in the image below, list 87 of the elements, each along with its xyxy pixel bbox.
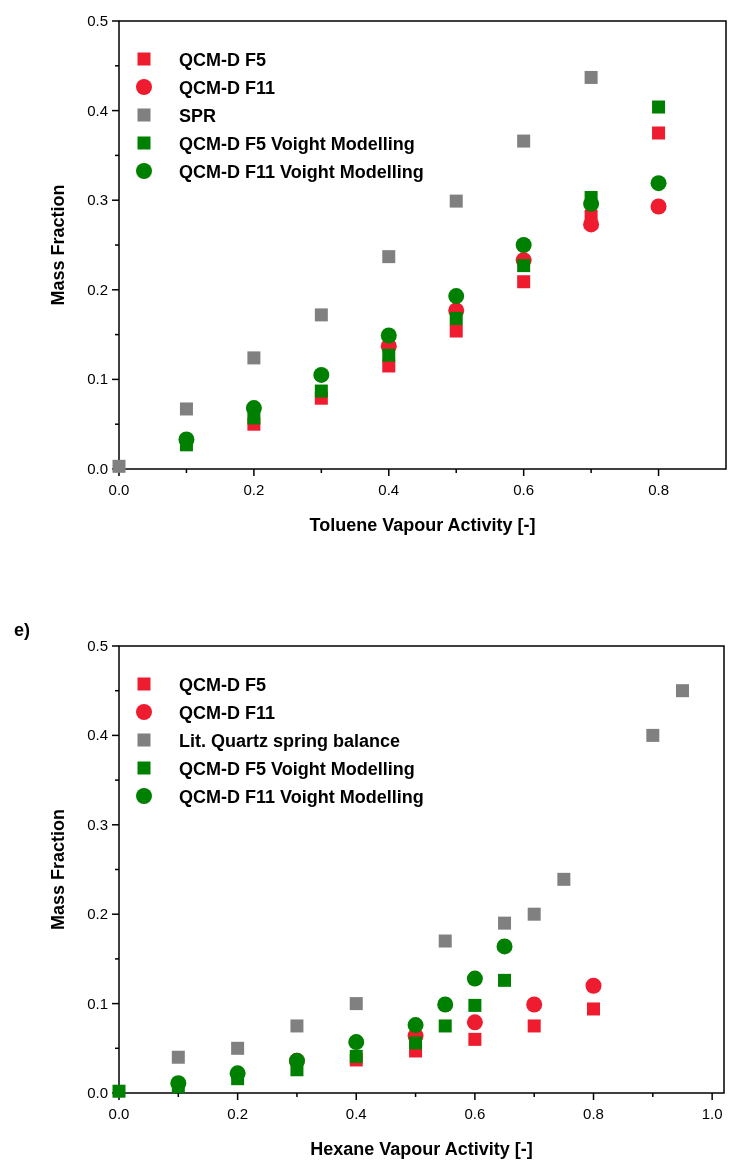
point — [449, 311, 463, 325]
point — [526, 996, 543, 1013]
y-tick-label: 0.4 — [87, 101, 108, 119]
x-tick-label: 0.0 — [108, 1105, 130, 1122]
point — [437, 996, 454, 1013]
point — [409, 1036, 423, 1050]
point — [652, 100, 666, 114]
legend-label: QCM-D F11 Voight Modelling — [179, 162, 424, 182]
y-tick-label: 0.3 — [87, 815, 108, 833]
y-axis-title: Mass Fraction — [48, 808, 68, 931]
y-tick-label: 0.2 — [87, 280, 108, 298]
point — [466, 970, 483, 987]
point — [247, 351, 261, 365]
x-axis-title: Hexane Vapour Activity [-] — [310, 1139, 533, 1159]
point — [231, 1041, 245, 1055]
point — [466, 1014, 483, 1031]
point — [496, 938, 513, 955]
point — [652, 126, 666, 140]
point — [527, 1019, 541, 1033]
y-tick-label: 0.4 — [87, 726, 108, 744]
point — [650, 198, 667, 215]
point — [313, 366, 330, 383]
point — [468, 998, 482, 1012]
point — [498, 973, 512, 987]
y-axis-title: Mass Fraction — [48, 184, 68, 306]
point — [498, 916, 512, 930]
point — [112, 459, 126, 473]
y-tick-label: 0.5 — [87, 637, 108, 654]
point — [438, 934, 452, 948]
point — [515, 237, 532, 253]
x-tick-label: 0.6 — [513, 481, 535, 498]
legend-label: QCM-D F11 — [179, 78, 276, 98]
point — [382, 348, 396, 362]
point — [468, 1032, 482, 1046]
legend-label: QCM-D F5 Voight Modelling — [179, 759, 415, 779]
point — [438, 1019, 452, 1033]
point — [585, 977, 602, 994]
point — [349, 997, 363, 1011]
y-tick-label: 0.0 — [87, 460, 108, 477]
legend-label: QCM-D F11 — [179, 703, 276, 723]
point — [517, 259, 531, 273]
x-axis-title: Toluene Vapour Activity [-] — [309, 515, 536, 535]
text: e) — [14, 620, 31, 640]
legend-label: QCM-D F5 — [179, 50, 266, 70]
x-tick-label: 1.0 — [701, 1105, 723, 1122]
legend-label: QCM-D F5 — [179, 675, 266, 695]
x-tick-label: 0.8 — [648, 481, 669, 498]
y-tick-label: 0.5 — [87, 12, 108, 29]
point — [675, 684, 689, 698]
legend-label: Lit. Quartz spring balance — [179, 731, 401, 751]
x-tick-label: 0.4 — [378, 481, 400, 498]
y-tick-label: 0.0 — [87, 1084, 108, 1101]
point — [449, 324, 463, 338]
x-tick-label: 0.8 — [583, 1105, 604, 1122]
x-tick-label: 0.2 — [243, 481, 265, 498]
x-tick-label: 0.2 — [227, 1105, 249, 1122]
point — [587, 1002, 601, 1016]
point — [314, 384, 328, 398]
y-tick-label: 0.1 — [87, 370, 108, 388]
point — [349, 1049, 363, 1063]
point — [348, 1034, 365, 1051]
x-tick-label: 0.6 — [464, 1105, 486, 1122]
point — [314, 308, 328, 322]
point — [112, 1084, 126, 1098]
point — [527, 907, 541, 921]
point — [179, 402, 193, 416]
x-tick-label: 0.4 — [345, 1105, 367, 1122]
point — [171, 1050, 185, 1064]
point — [290, 1019, 304, 1033]
point — [557, 872, 571, 886]
y-tick-label: 0.3 — [87, 191, 108, 209]
point — [380, 327, 397, 344]
point — [449, 194, 463, 208]
point — [382, 250, 396, 264]
point — [448, 288, 465, 305]
point — [584, 70, 598, 84]
point — [407, 1017, 424, 1034]
point — [650, 175, 667, 192]
point — [517, 134, 531, 148]
y-tick-label: 0.2 — [87, 905, 108, 923]
legend-label: QCM-D F11 Voight Modelling — [179, 787, 424, 807]
legend-label: SPR — [179, 106, 217, 126]
point — [517, 275, 531, 289]
point — [646, 728, 660, 742]
legend-label: QCM-D F5 Voight Modelling — [179, 134, 415, 154]
y-tick-label: 0.1 — [87, 994, 108, 1012]
x-tick-label: 0.0 — [108, 481, 130, 498]
